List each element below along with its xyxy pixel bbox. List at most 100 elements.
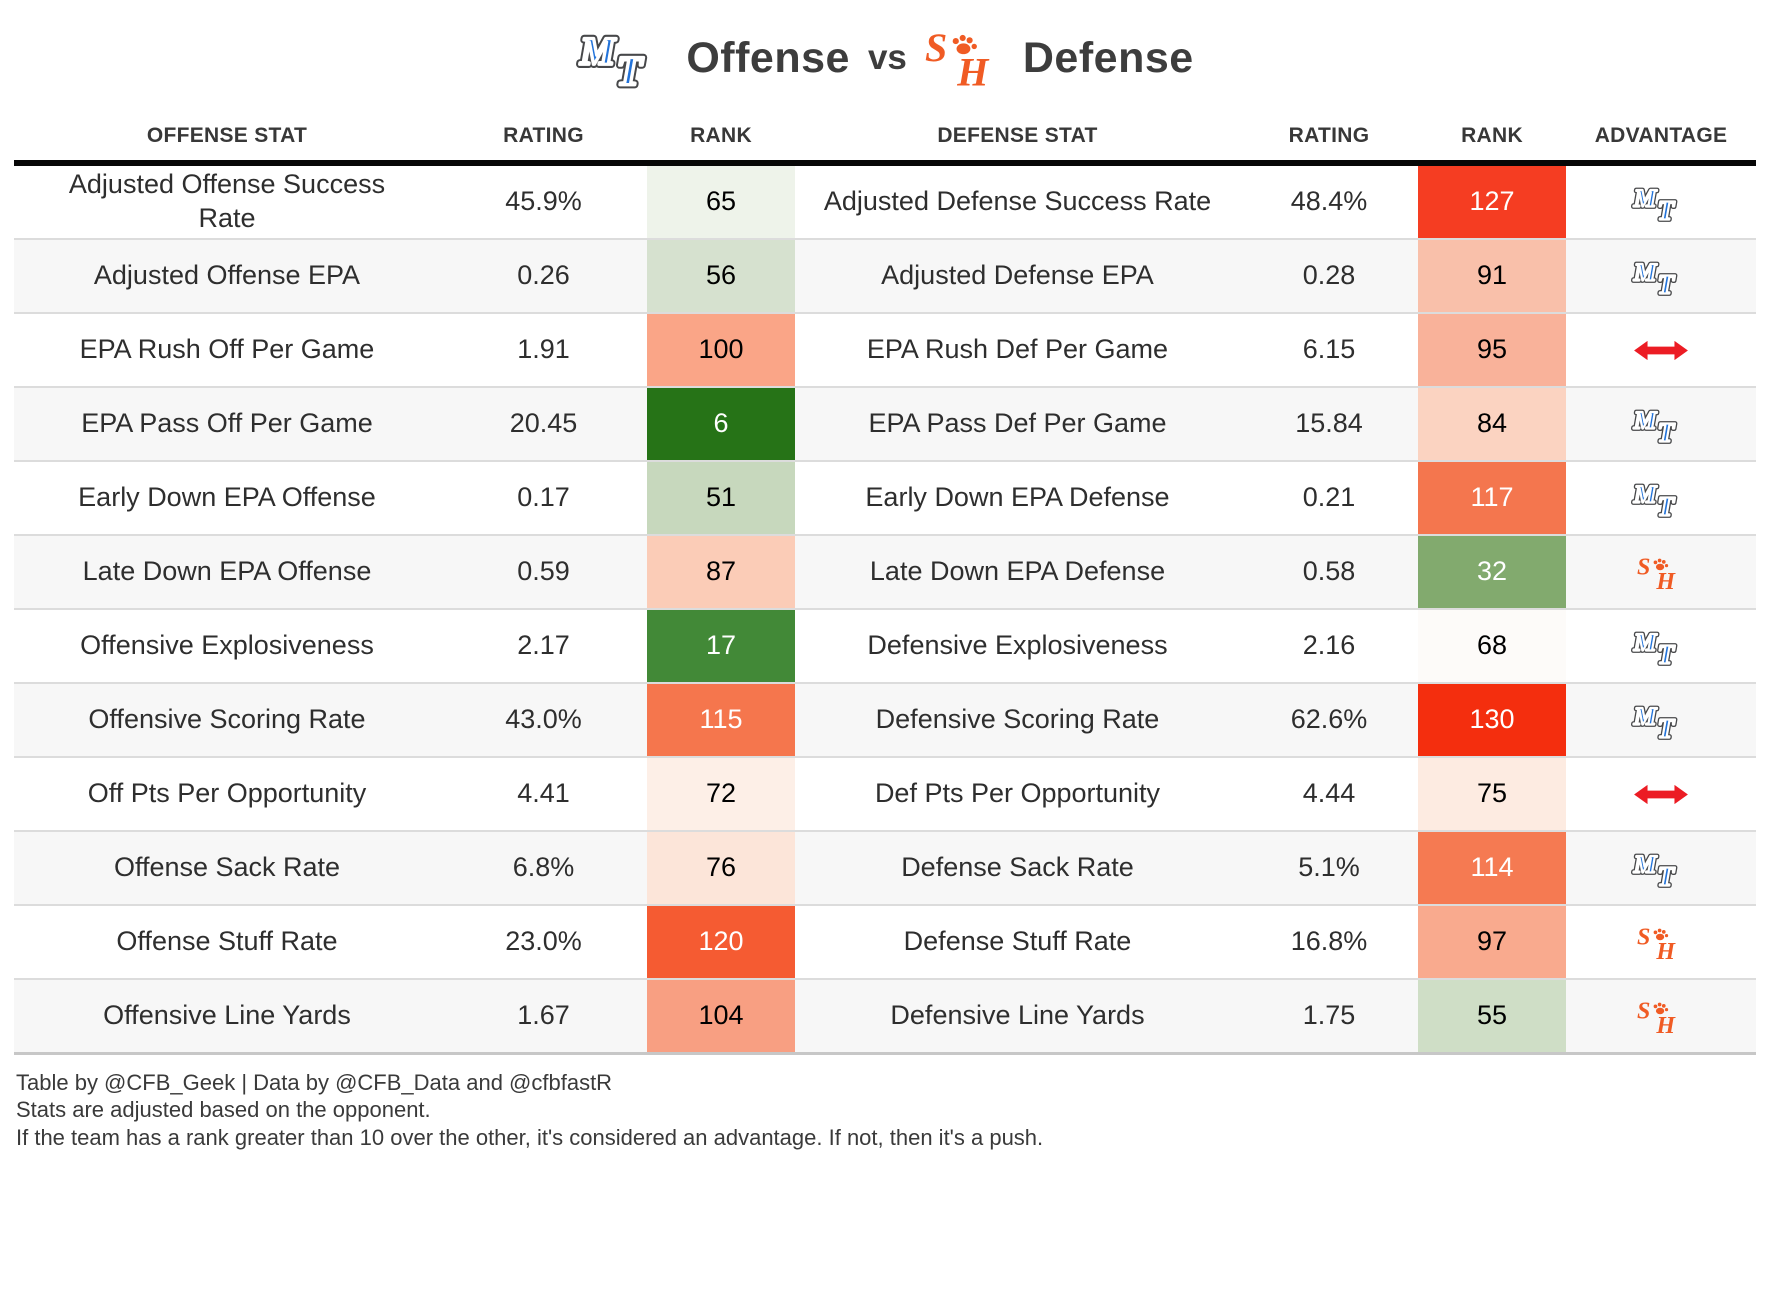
offense-rating: 1.67 xyxy=(517,1000,570,1031)
offense-stat-label: Adjusted Offense Success Rate xyxy=(68,169,386,233)
defense-stat-label: EPA Pass Def Per Game xyxy=(868,408,1167,439)
defense-rank-badge: 114 xyxy=(1418,832,1566,904)
offense-rating: 1.91 xyxy=(517,334,570,365)
offense-stat-label: EPA Pass Off Per Game xyxy=(81,408,373,439)
offense-stat-label: Early Down EPA Offense xyxy=(78,482,376,513)
title-vs-label: vs xyxy=(867,38,907,77)
offense-stat-label: EPA Rush Off Per Game xyxy=(79,334,375,365)
offense-rank-badge: 17 xyxy=(647,610,795,682)
table-row: Offense Stuff Rate 23.0% 120 Defense Stu… xyxy=(14,904,1756,978)
col-header-offense-stat: OFFENSE STAT xyxy=(146,123,308,147)
advantage-cell xyxy=(1566,240,1756,312)
advantage-cell xyxy=(1566,314,1756,386)
table-row: Late Down EPA Offense 0.59 87 Late Down … xyxy=(14,534,1756,608)
advantage-cell xyxy=(1566,684,1756,756)
col-header-defense-rating: RATING xyxy=(1288,123,1370,147)
offense-rank-badge: 115 xyxy=(647,684,795,756)
page-title: Offense vs Defense xyxy=(0,0,1770,100)
defense-rank-badge: 32 xyxy=(1418,536,1566,608)
offense-rating: 2.17 xyxy=(517,630,570,661)
col-header-advantage: ADVANTAGE xyxy=(1594,123,1728,147)
offense-rank-badge: 76 xyxy=(647,832,795,904)
footer-credit-line: Table by @CFB_Geek | Data by @CFB_Data a… xyxy=(16,1070,613,1095)
defense-stat-label: Defensive Explosiveness xyxy=(867,630,1168,661)
mtsu-logo-icon xyxy=(1631,699,1691,742)
offense-stat-label: Offensive Explosiveness xyxy=(80,630,374,661)
defense-rating: 48.4% xyxy=(1290,186,1368,217)
defense-stat-label: Defensive Scoring Rate xyxy=(875,704,1160,735)
sam-houston-logo-icon xyxy=(1637,923,1677,963)
defense-rating: 5.1% xyxy=(1298,852,1360,883)
col-header-offense-rank: RANK xyxy=(690,123,752,147)
offense-rating: 4.41 xyxy=(517,778,570,809)
offense-rank-badge: 87 xyxy=(647,536,795,608)
offense-rating: 43.0% xyxy=(505,704,582,735)
mtsu-logo-icon xyxy=(576,25,668,91)
offense-stat-label: Adjusted Offense EPA xyxy=(93,260,361,291)
offense-rating: 23.0% xyxy=(505,926,582,957)
mtsu-logo-icon xyxy=(1631,181,1691,224)
defense-rating: 0.58 xyxy=(1302,556,1356,587)
defense-rank-badge: 127 xyxy=(1418,166,1566,238)
offense-stat-label: Offensive Scoring Rate xyxy=(88,704,366,735)
mtsu-logo-icon xyxy=(1631,477,1691,520)
table-row: Adjusted Offense EPA 0.26 56 Adjusted De… xyxy=(14,238,1756,312)
offense-rank-badge: 65 xyxy=(647,166,795,238)
table-row: Offense Sack Rate 6.8% 76 Defense Sack R… xyxy=(14,830,1756,904)
advantage-cell xyxy=(1566,832,1756,904)
sam-houston-logo-icon xyxy=(1637,553,1677,593)
defense-rank-badge: 91 xyxy=(1418,240,1566,312)
advantage-cell xyxy=(1566,610,1756,682)
offense-rating: 0.26 xyxy=(517,260,570,291)
table-row: Offensive Explosiveness 2.17 17 Defensiv… xyxy=(14,608,1756,682)
defense-rating: 2.16 xyxy=(1302,630,1356,661)
offense-stat-label: Offense Sack Rate xyxy=(113,852,341,883)
defense-rating: 15.84 xyxy=(1295,408,1363,439)
table-row: EPA Pass Off Per Game 20.45 6 EPA Pass D… xyxy=(14,386,1756,460)
offense-rating: 0.17 xyxy=(517,482,570,513)
table-header-row: OFFENSE STAT RATING RANK DEFENSE STAT RA… xyxy=(14,112,1756,166)
advantage-cell xyxy=(1566,758,1756,830)
advantage-cell xyxy=(1566,906,1756,978)
defense-rank-badge: 97 xyxy=(1418,906,1566,978)
stats-table: OFFENSE STAT RATING RANK DEFENSE STAT RA… xyxy=(14,112,1756,1055)
offense-rank-badge: 104 xyxy=(647,980,795,1052)
title-offense-label: Offense xyxy=(686,33,850,82)
defense-stat-label: Defense Sack Rate xyxy=(901,852,1134,883)
defense-rating: 0.21 xyxy=(1302,482,1356,513)
defense-stat-label: Early Down EPA Defense xyxy=(865,482,1170,513)
defense-rank-badge: 130 xyxy=(1418,684,1566,756)
table-row: EPA Rush Off Per Game 1.91 100 EPA Rush … xyxy=(14,312,1756,386)
offense-stat-label: Offense Stuff Rate xyxy=(116,926,338,957)
mtsu-logo-icon xyxy=(1631,403,1691,446)
offense-rank-badge: 120 xyxy=(647,906,795,978)
offense-rating: 6.8% xyxy=(512,852,575,883)
defense-rank-badge: 75 xyxy=(1418,758,1566,830)
defense-rating: 62.6% xyxy=(1290,704,1368,735)
defense-stat-label: EPA Rush Def Per Game xyxy=(866,334,1169,365)
table-row: Early Down EPA Offense 0.17 51 Early Dow… xyxy=(14,460,1756,534)
advantage-cell xyxy=(1566,536,1756,608)
sam-houston-logo-icon xyxy=(1637,997,1677,1037)
advantage-cell xyxy=(1566,388,1756,460)
push-arrow-icon xyxy=(1634,784,1688,804)
mtsu-logo-icon xyxy=(1631,847,1691,890)
offense-rating: 20.45 xyxy=(509,408,578,439)
sam-houston-logo-icon xyxy=(924,25,991,92)
offense-rank-badge: 6 xyxy=(647,388,795,460)
mtsu-logo-icon xyxy=(1631,255,1691,298)
col-header-defense-stat: DEFENSE STAT xyxy=(937,123,1098,147)
advantage-cell xyxy=(1566,462,1756,534)
defense-stat-label: Late Down EPA Defense xyxy=(869,556,1166,587)
table-row: Off Pts Per Opportunity 4.41 72 Def Pts … xyxy=(14,756,1756,830)
defense-rank-badge: 68 xyxy=(1418,610,1566,682)
title-defense-label: Defense xyxy=(1022,33,1194,82)
offense-stat-label: Offensive Line Yards xyxy=(103,1000,351,1031)
defense-rank-badge: 84 xyxy=(1418,388,1566,460)
defense-rank-badge: 55 xyxy=(1418,980,1566,1052)
mtsu-logo-icon xyxy=(1631,625,1691,668)
defense-rank-badge: 95 xyxy=(1418,314,1566,386)
defense-rating: 16.8% xyxy=(1290,926,1368,957)
offense-stat-label: Off Pts Per Opportunity xyxy=(87,778,367,809)
table-body: Adjusted Offense Success Rate 45.9% 65 A… xyxy=(14,166,1756,1055)
